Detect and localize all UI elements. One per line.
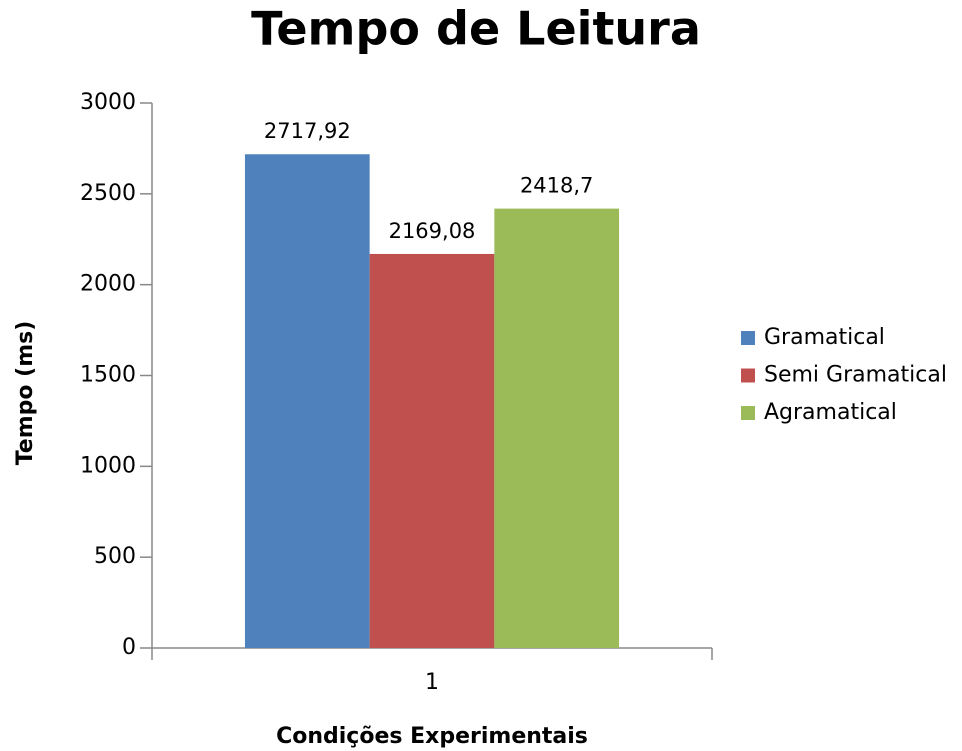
bar — [494, 208, 620, 648]
y-tick-label: 2500 — [80, 181, 136, 206]
legend-swatch — [741, 406, 755, 420]
legend-swatch — [741, 331, 755, 345]
chart-title: Tempo de Leitura — [251, 2, 701, 56]
bar — [369, 253, 495, 648]
legend-label: Gramatical — [764, 325, 885, 350]
y-tick-label: 1000 — [80, 453, 136, 478]
y-tick-label: 0 — [122, 635, 136, 660]
value-label: 2418,7 — [520, 174, 593, 198]
x-axis-label: Condições Experimentais — [276, 724, 588, 749]
y-tick-label: 500 — [94, 544, 136, 569]
y-tick-label: 3000 — [80, 90, 136, 115]
legend-label: Agramatical — [764, 400, 897, 425]
y-tick-label: 2000 — [80, 272, 136, 297]
legend-label: Semi Gramatical — [764, 363, 947, 388]
bar — [244, 154, 370, 648]
y-axis-label: Tempo (ms) — [13, 321, 38, 466]
value-label: 2169,08 — [389, 219, 476, 243]
y-tick-label: 1500 — [80, 363, 136, 388]
x-tick-label: 1 — [425, 670, 439, 695]
legend-swatch — [741, 368, 755, 383]
value-label: 2717,92 — [264, 119, 351, 143]
